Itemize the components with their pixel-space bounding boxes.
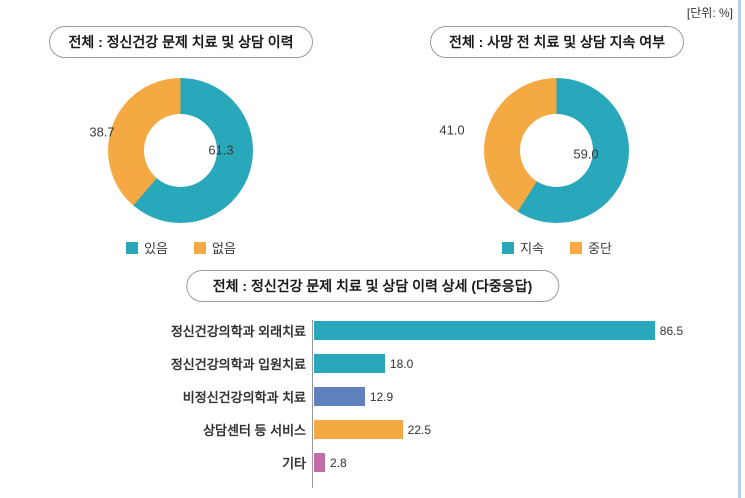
page-edge-line (738, 0, 741, 498)
slice-value-label: 59.0 (573, 146, 599, 162)
chart-title: 전체 : 정신건강 문제 치료 및 상담 이력 상세 (다중응답) (185, 270, 560, 302)
legend-swatch-icon (126, 241, 139, 254)
donut-chart-continuation: 전체 : 사망 전 치료 및 상담 지속 여부 59.0 41.0 지속 중단 (412, 26, 702, 257)
bar-track: 18.0 (313, 354, 720, 373)
legend-item: 지속 (502, 238, 544, 257)
donut-ring (484, 78, 629, 223)
bar-chart-title-wrap: 전체 : 정신건강 문제 치료 및 상담 이력 상세 (다중응답) (185, 270, 560, 302)
bar-value-label: 86.5 (659, 323, 684, 338)
bar (314, 321, 655, 340)
bar-category-label: 상담센터 등 서비스 (203, 423, 306, 438)
donut-plot-area: 59.0 41.0 (412, 76, 702, 226)
bar-track: 12.9 (313, 387, 720, 406)
legend-item: 있음 (126, 238, 168, 257)
donut-plot-area: 61.3 38.7 (36, 76, 326, 226)
y-axis-line (312, 320, 313, 488)
bar-track: 2.8 (313, 453, 720, 472)
bar-track: 22.5 (313, 420, 720, 439)
bar (314, 387, 365, 406)
bar-value-label: 22.5 (407, 422, 431, 437)
bar-category-label: 비정신건강의학과 치료 (182, 390, 306, 405)
bar (314, 354, 385, 373)
bar (314, 420, 403, 439)
slice-value-label: 38.7 (89, 124, 115, 140)
bar-chart-detail: 정신건강의학과 외래치료 86.5 정신건강의학과 입원치료 18.0 비정신건… (150, 314, 720, 488)
legend-label: 지속 (520, 241, 544, 256)
bar-value-label: 2.8 (330, 455, 347, 470)
legend-label: 중단 (588, 241, 612, 256)
bar-value-label: 18.0 (389, 356, 414, 371)
bar-track: 86.5 (313, 321, 720, 340)
legend-swatch-icon (194, 241, 206, 254)
legend-item: 없음 (194, 238, 236, 257)
legend-swatch-icon (502, 241, 515, 254)
donut-ring (108, 78, 253, 223)
chart-title: 전체 : 정신건강 문제 치료 및 상담 이력 (49, 26, 313, 58)
legend-item: 중단 (570, 238, 612, 257)
legend-label: 없음 (212, 241, 236, 256)
bar-value-label: 12.9 (369, 389, 394, 404)
slice-value-label: 61.3 (208, 142, 234, 158)
bar-category-label: 정신건강의학과 입원치료 (170, 357, 306, 372)
legend: 지속 중단 (412, 238, 702, 257)
bar-row: 정신건강의학과 입원치료 18.0 (150, 347, 720, 380)
donut-chart-treatment-history: 전체 : 정신건강 문제 치료 및 상담 이력 61.3 38.7 있음 없음 (36, 26, 326, 257)
bar-row: 기타 2.8 (150, 446, 720, 479)
bar (314, 453, 326, 472)
legend: 있음 없음 (36, 238, 326, 257)
unit-label: [단위: %] (686, 6, 733, 20)
bar-category-label: 정신건강의학과 외래치료 (170, 324, 306, 339)
chart-title: 전체 : 사망 전 치료 및 상담 지속 여부 (429, 26, 685, 58)
bar-category-label: 기타 (282, 456, 306, 471)
legend-swatch-icon (570, 241, 582, 254)
bar-row: 정신건강의학과 외래치료 86.5 (150, 314, 720, 347)
bar-row: 상담센터 등 서비스 22.5 (150, 413, 720, 446)
bar-row: 비정신건강의학과 치료 12.9 (150, 380, 720, 413)
legend-label: 있음 (144, 241, 168, 256)
slice-value-label: 41.0 (439, 122, 465, 138)
